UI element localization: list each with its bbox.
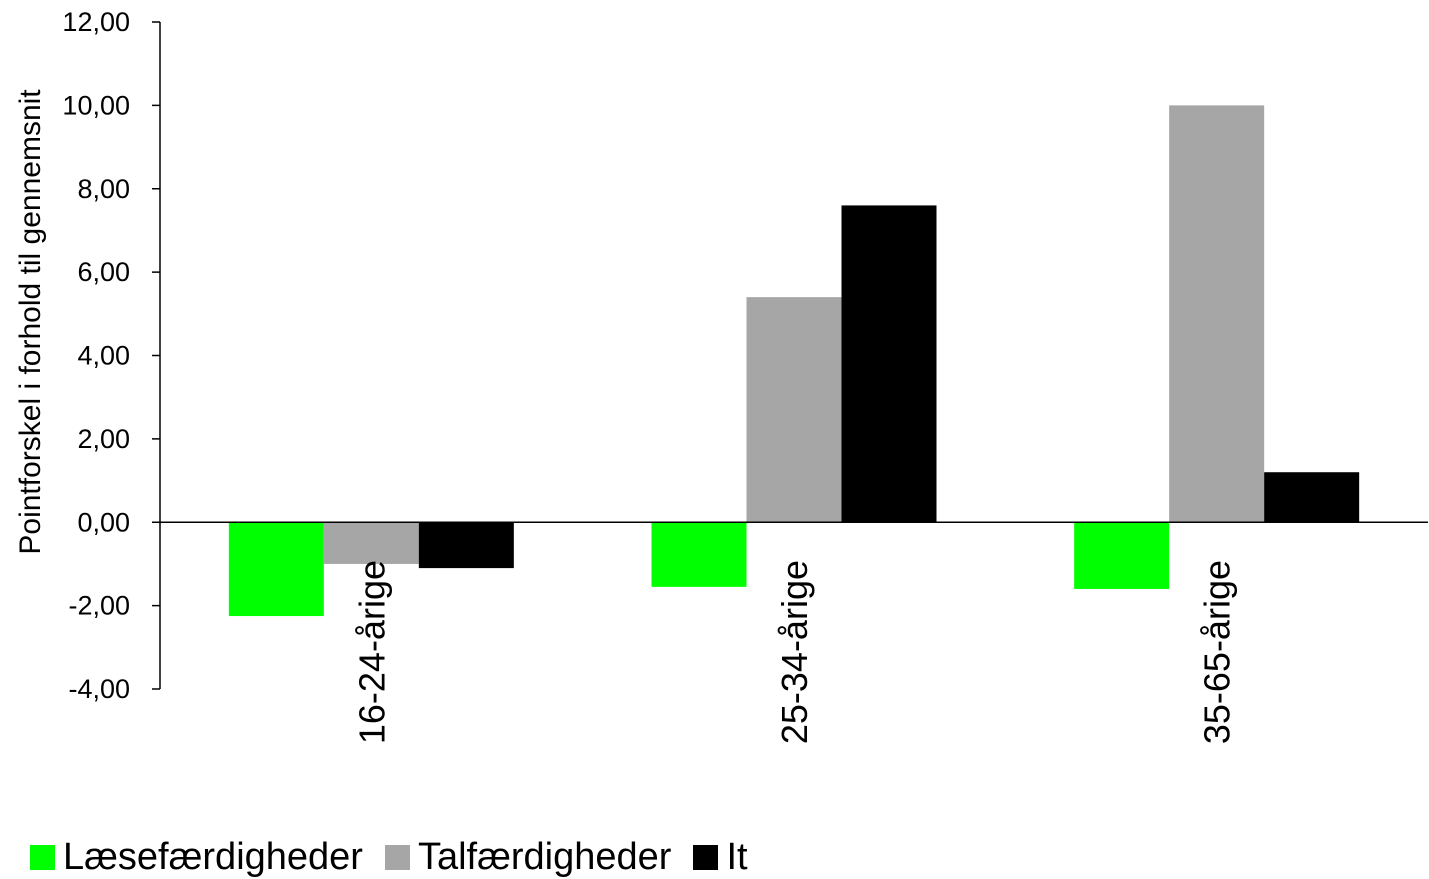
y-tick-label: 12,00 xyxy=(62,7,130,37)
category-label: 16-24-årige xyxy=(351,560,392,744)
legend-swatch xyxy=(693,845,719,870)
y-tick-label: -2,00 xyxy=(68,591,130,621)
legend-swatch xyxy=(384,845,410,870)
y-axis-ticks: 12,00 10,00 8,00 6,00 4,00 2,00 0,00 -2,00 -4,00 xyxy=(62,7,160,704)
bar-talfærdigheder-1 xyxy=(746,297,842,523)
legend-swatch xyxy=(30,845,55,870)
bar-talfærdigheder-0 xyxy=(323,522,419,564)
bar-læsefærdigheder-2 xyxy=(1074,522,1170,589)
legend-item: It xyxy=(693,836,748,879)
bars xyxy=(228,105,1360,617)
bar-it-0 xyxy=(418,522,514,569)
legend-item: Læsefærdigheder xyxy=(30,836,363,879)
bar-it-1 xyxy=(841,205,937,523)
legend: Læsefærdigheder Talfærdigheder It xyxy=(30,836,770,879)
y-tick-label: -4,00 xyxy=(68,674,130,704)
category-label: 35-65-årige xyxy=(1197,560,1238,744)
bar-talfærdigheder-2 xyxy=(1169,105,1265,523)
category-label: 25-34-årige xyxy=(774,560,815,744)
category-labels: 16-24-årige 25-34-årige 35-65-årige xyxy=(351,560,1237,744)
legend-item: Talfærdigheder xyxy=(384,836,672,879)
bar-læsefærdigheder-0 xyxy=(228,522,324,617)
bar-læsefærdigheder-1 xyxy=(651,522,747,587)
bar-it-2 xyxy=(1264,472,1360,523)
y-tick-label: 4,00 xyxy=(77,341,130,371)
y-tick-label: 8,00 xyxy=(77,174,130,204)
y-axis-label: Pointforskel i forhold til gennemsnit xyxy=(14,89,47,555)
legend-label: Læsefærdigheder xyxy=(63,836,363,878)
legend-label: Talfærdigheder xyxy=(417,836,672,878)
y-tick-label: 0,00 xyxy=(77,507,130,537)
y-tick-label: 6,00 xyxy=(77,257,130,287)
y-tick-label: 2,00 xyxy=(77,424,130,454)
bar-chart: 12,00 10,00 8,00 6,00 4,00 2,00 0,00 -2,00 -4,00… xyxy=(14,7,1428,744)
y-tick-label: 10,00 xyxy=(62,90,130,120)
axes xyxy=(159,22,1428,689)
legend-label: It xyxy=(726,836,748,878)
